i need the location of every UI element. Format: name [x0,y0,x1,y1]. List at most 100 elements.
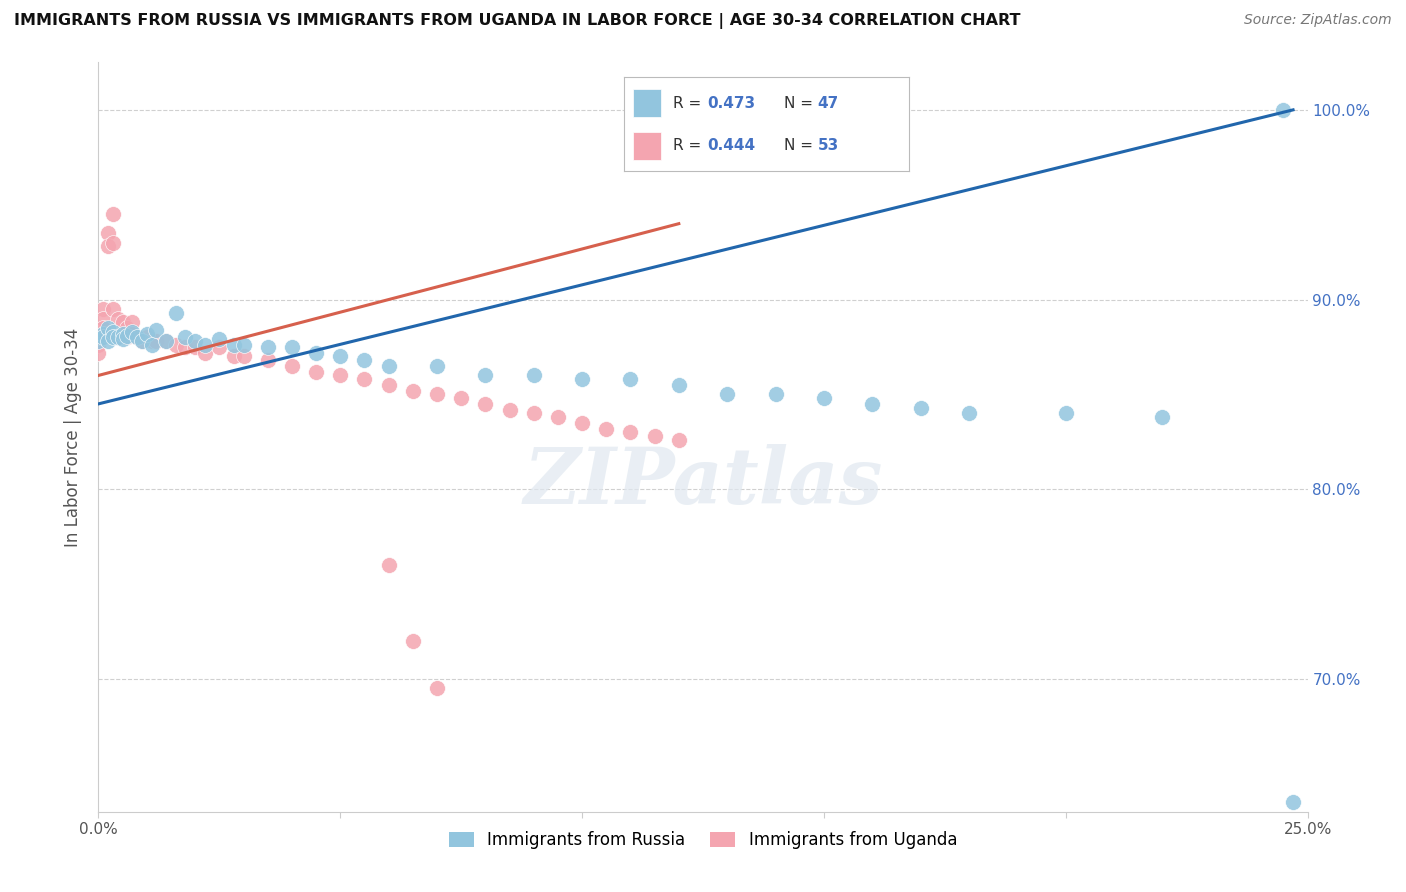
Point [402,384,425,398]
Point [222,350,245,364]
Legend: Immigrants from Russia, Immigrants from Uganda: Immigrants from Russia, Immigrants from … [443,824,963,855]
Point [523,406,546,420]
Point [644,429,666,443]
Point [668,433,690,447]
Point [194,338,217,352]
Point [111,326,134,341]
Point [547,410,569,425]
Point [111,315,134,329]
Point [1054,406,1077,420]
Point [87,345,110,359]
Point [121,326,143,341]
Point [208,340,231,354]
Point [305,365,328,379]
Point [232,338,254,352]
Point [957,406,980,420]
Point [402,634,425,648]
Text: IMMIGRANTS FROM RUSSIA VS IMMIGRANTS FROM UGANDA IN LABOR FORCE | AGE 30-34 CORR: IMMIGRANTS FROM RUSSIA VS IMMIGRANTS FRO… [14,13,1021,29]
Point [474,368,496,383]
Point [353,372,375,386]
Point [111,332,134,346]
Point [619,425,641,440]
Point [668,378,690,392]
Point [87,338,110,352]
Point [910,401,932,415]
Point [329,368,352,383]
Point [145,334,167,349]
Point [101,301,124,316]
Point [813,391,835,405]
Point [232,350,254,364]
Point [131,334,153,349]
Point [91,326,114,341]
Point [498,402,520,417]
Point [91,321,114,335]
Point [474,397,496,411]
Point [141,334,163,349]
Point [222,338,245,352]
Point [426,681,449,696]
Point [97,239,120,253]
Point [101,235,124,250]
Point [194,345,217,359]
Point [91,311,114,326]
Point [208,332,231,346]
Point [91,301,114,316]
Point [145,323,167,337]
Point [165,338,187,352]
Point [256,353,278,368]
Point [1152,410,1174,425]
Point [127,330,149,344]
Point [107,311,129,326]
Point [97,334,120,349]
Point [121,325,143,339]
Point [353,353,375,368]
Point [174,340,197,354]
Point [135,330,157,344]
Point [117,330,139,344]
Text: ZIPatlas: ZIPatlas [523,444,883,520]
Point [1272,103,1295,117]
Point [141,338,163,352]
Point [101,330,124,344]
Point [281,359,304,373]
Point [329,350,352,364]
Point [121,315,143,329]
Point [571,416,593,430]
Point [107,330,129,344]
Point [571,372,593,386]
Point [174,330,197,344]
Y-axis label: In Labor Force | Age 30-34: In Labor Force | Age 30-34 [65,327,83,547]
Point [256,340,278,354]
Point [765,387,787,401]
Point [619,372,641,386]
Point [377,359,399,373]
Point [101,325,124,339]
Point [1282,795,1305,809]
Point [377,558,399,573]
Point [131,334,153,349]
Point [87,334,110,349]
Point [101,207,124,221]
Point [107,330,129,344]
Point [117,321,139,335]
Point [184,334,207,349]
Point [184,340,207,354]
Point [135,326,157,341]
Point [111,326,134,341]
Point [127,330,149,344]
Point [595,421,617,435]
Point [426,387,449,401]
Point [117,328,139,343]
Point [523,368,546,383]
Point [165,306,187,320]
Point [97,226,120,240]
Point [97,321,120,335]
Point [87,334,110,349]
Text: Source: ZipAtlas.com: Source: ZipAtlas.com [1244,13,1392,28]
Point [305,345,328,359]
Point [155,334,177,349]
Point [860,397,883,411]
Point [426,359,449,373]
Point [716,387,738,401]
